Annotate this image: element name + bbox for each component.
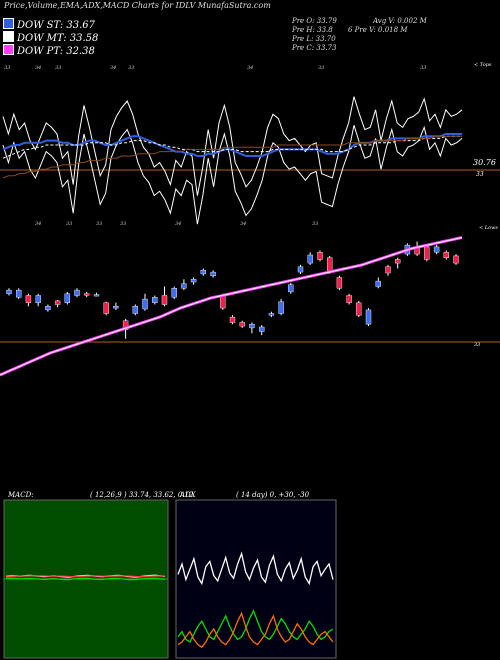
- dow-pt-highlight: [0, 237, 463, 376]
- tick-label-6: 33: [318, 65, 324, 71]
- candle-body: [268, 313, 275, 316]
- tick-label-10: 33: [96, 221, 102, 227]
- macd-title: MACD:: [8, 491, 34, 499]
- candle-body: [25, 295, 32, 303]
- legend-dow-mt: DOW MT: 33.58: [3, 31, 99, 44]
- candle-body: [317, 252, 323, 260]
- ema-series-line-0: [2, 96, 463, 196]
- candle-body: [375, 280, 381, 287]
- candle-body: [424, 246, 430, 260]
- tick-label-14: 33: [312, 221, 318, 227]
- candle-body: [64, 293, 71, 303]
- candle-body: [327, 257, 333, 273]
- candle-body: [45, 306, 51, 311]
- tick-label-13: 34: [240, 221, 246, 227]
- candle-body: [54, 300, 61, 305]
- candle-body: [113, 306, 119, 309]
- candle-body: [433, 246, 440, 253]
- macd-series-line-1: [5, 574, 166, 578]
- macd-series-line-2: [5, 577, 166, 581]
- stat-prev-volume: 6 Pre V: 0.018 M: [348, 26, 408, 34]
- legend-swatch-icon: [3, 44, 14, 55]
- adx-series-line-0: [177, 551, 334, 586]
- ema-series-line-2: [2, 135, 462, 159]
- candle-body: [356, 302, 362, 316]
- adx-series-line-1: [177, 609, 334, 643]
- candle-body: [336, 277, 343, 289]
- tick-label-2: 33: [55, 65, 61, 71]
- candle-body: [239, 322, 245, 327]
- candle-body: [16, 289, 22, 298]
- candle-body: [365, 309, 372, 325]
- ema-series-line-3: [2, 135, 462, 179]
- candle-body: [142, 298, 148, 310]
- candle-body: [161, 295, 168, 305]
- candle-body: [83, 293, 90, 296]
- candle-body: [200, 270, 207, 275]
- support-label: 33: [474, 342, 480, 348]
- tick-label-5: 34: [247, 65, 253, 71]
- price-label-small: 33: [476, 171, 484, 178]
- tick-label-0: 33: [4, 65, 10, 71]
- candle-body: [346, 295, 352, 303]
- candle-body: [443, 252, 449, 258]
- candle-body: [288, 284, 294, 293]
- adx-series-line-2: [177, 611, 334, 649]
- legend-label: DOW PT: 32.38: [17, 46, 95, 57]
- tick-label-11: 33: [120, 221, 126, 227]
- ema-shadow-line-0: [2, 125, 463, 225]
- macd-params: ( 12,26,9 ) 33.74, 33.62, 0.12: [90, 491, 194, 499]
- candle-body: [132, 306, 139, 314]
- legend-dow-st: DOW ST: 33.67: [3, 18, 96, 31]
- stat-prev-close: Pre C: 33.73: [292, 44, 337, 52]
- stat-prev-low: Pre L: 33.70: [292, 35, 336, 43]
- tick-label-3: 34: [110, 65, 116, 71]
- candle-body: [220, 295, 226, 309]
- candle-body: [74, 289, 80, 296]
- price-label-right: 30.76: [473, 158, 496, 167]
- legend-dow-pt: DOW PT: 32.38: [3, 44, 95, 57]
- tick-label-4: 33: [128, 65, 134, 71]
- candle-body: [395, 259, 401, 264]
- dow-pt-line: [0, 236, 463, 377]
- adx-params: ( 14 day) 0, +30, -30: [236, 491, 310, 499]
- chart-header-title: Price,Volume,EMA,ADX,MACD Charts for IDL…: [4, 1, 271, 10]
- tick-label-7: 33: [420, 65, 426, 71]
- tick-label-12: 34: [175, 221, 181, 227]
- stat-prev-open: Pre O: 33.79: [292, 17, 337, 25]
- candle-body: [249, 324, 255, 329]
- candle-body: [103, 302, 109, 314]
- legend-label: DOW ST: 33.67: [17, 20, 96, 31]
- candle-body: [190, 279, 197, 283]
- candle-body: [35, 295, 41, 303]
- candle-body: [210, 271, 216, 276]
- candle-body: [171, 288, 177, 298]
- tick-label-1: 34: [35, 65, 41, 71]
- tick-label-9: 33: [66, 221, 72, 227]
- candle-body: [6, 289, 12, 294]
- candle-body: [259, 326, 265, 332]
- candle-body: [93, 294, 100, 297]
- legend-label: DOW MT: 33.58: [17, 33, 99, 44]
- tops-axis-label: < Tops: [474, 62, 492, 68]
- tick-label-8: 34: [35, 221, 41, 227]
- candle-body: [453, 255, 459, 264]
- candle-body: [385, 266, 391, 274]
- adx-title: ADX: [180, 491, 196, 499]
- candle-body: [152, 297, 158, 303]
- candle-body: [229, 316, 236, 323]
- candle-body: [181, 283, 187, 289]
- stat-avg-volume: Avg V: 0.002 M: [373, 17, 427, 25]
- candle-body: [278, 301, 284, 314]
- adx-panel-bg: [175, 499, 337, 659]
- candle-body: [297, 266, 304, 273]
- candle-body: [307, 254, 313, 264]
- legend-swatch-icon: [3, 18, 14, 29]
- legend-swatch-icon: [3, 31, 14, 42]
- stat-prev-high: Pre H: 33.8: [292, 26, 333, 34]
- lows-axis-label: < Lows: [479, 225, 498, 231]
